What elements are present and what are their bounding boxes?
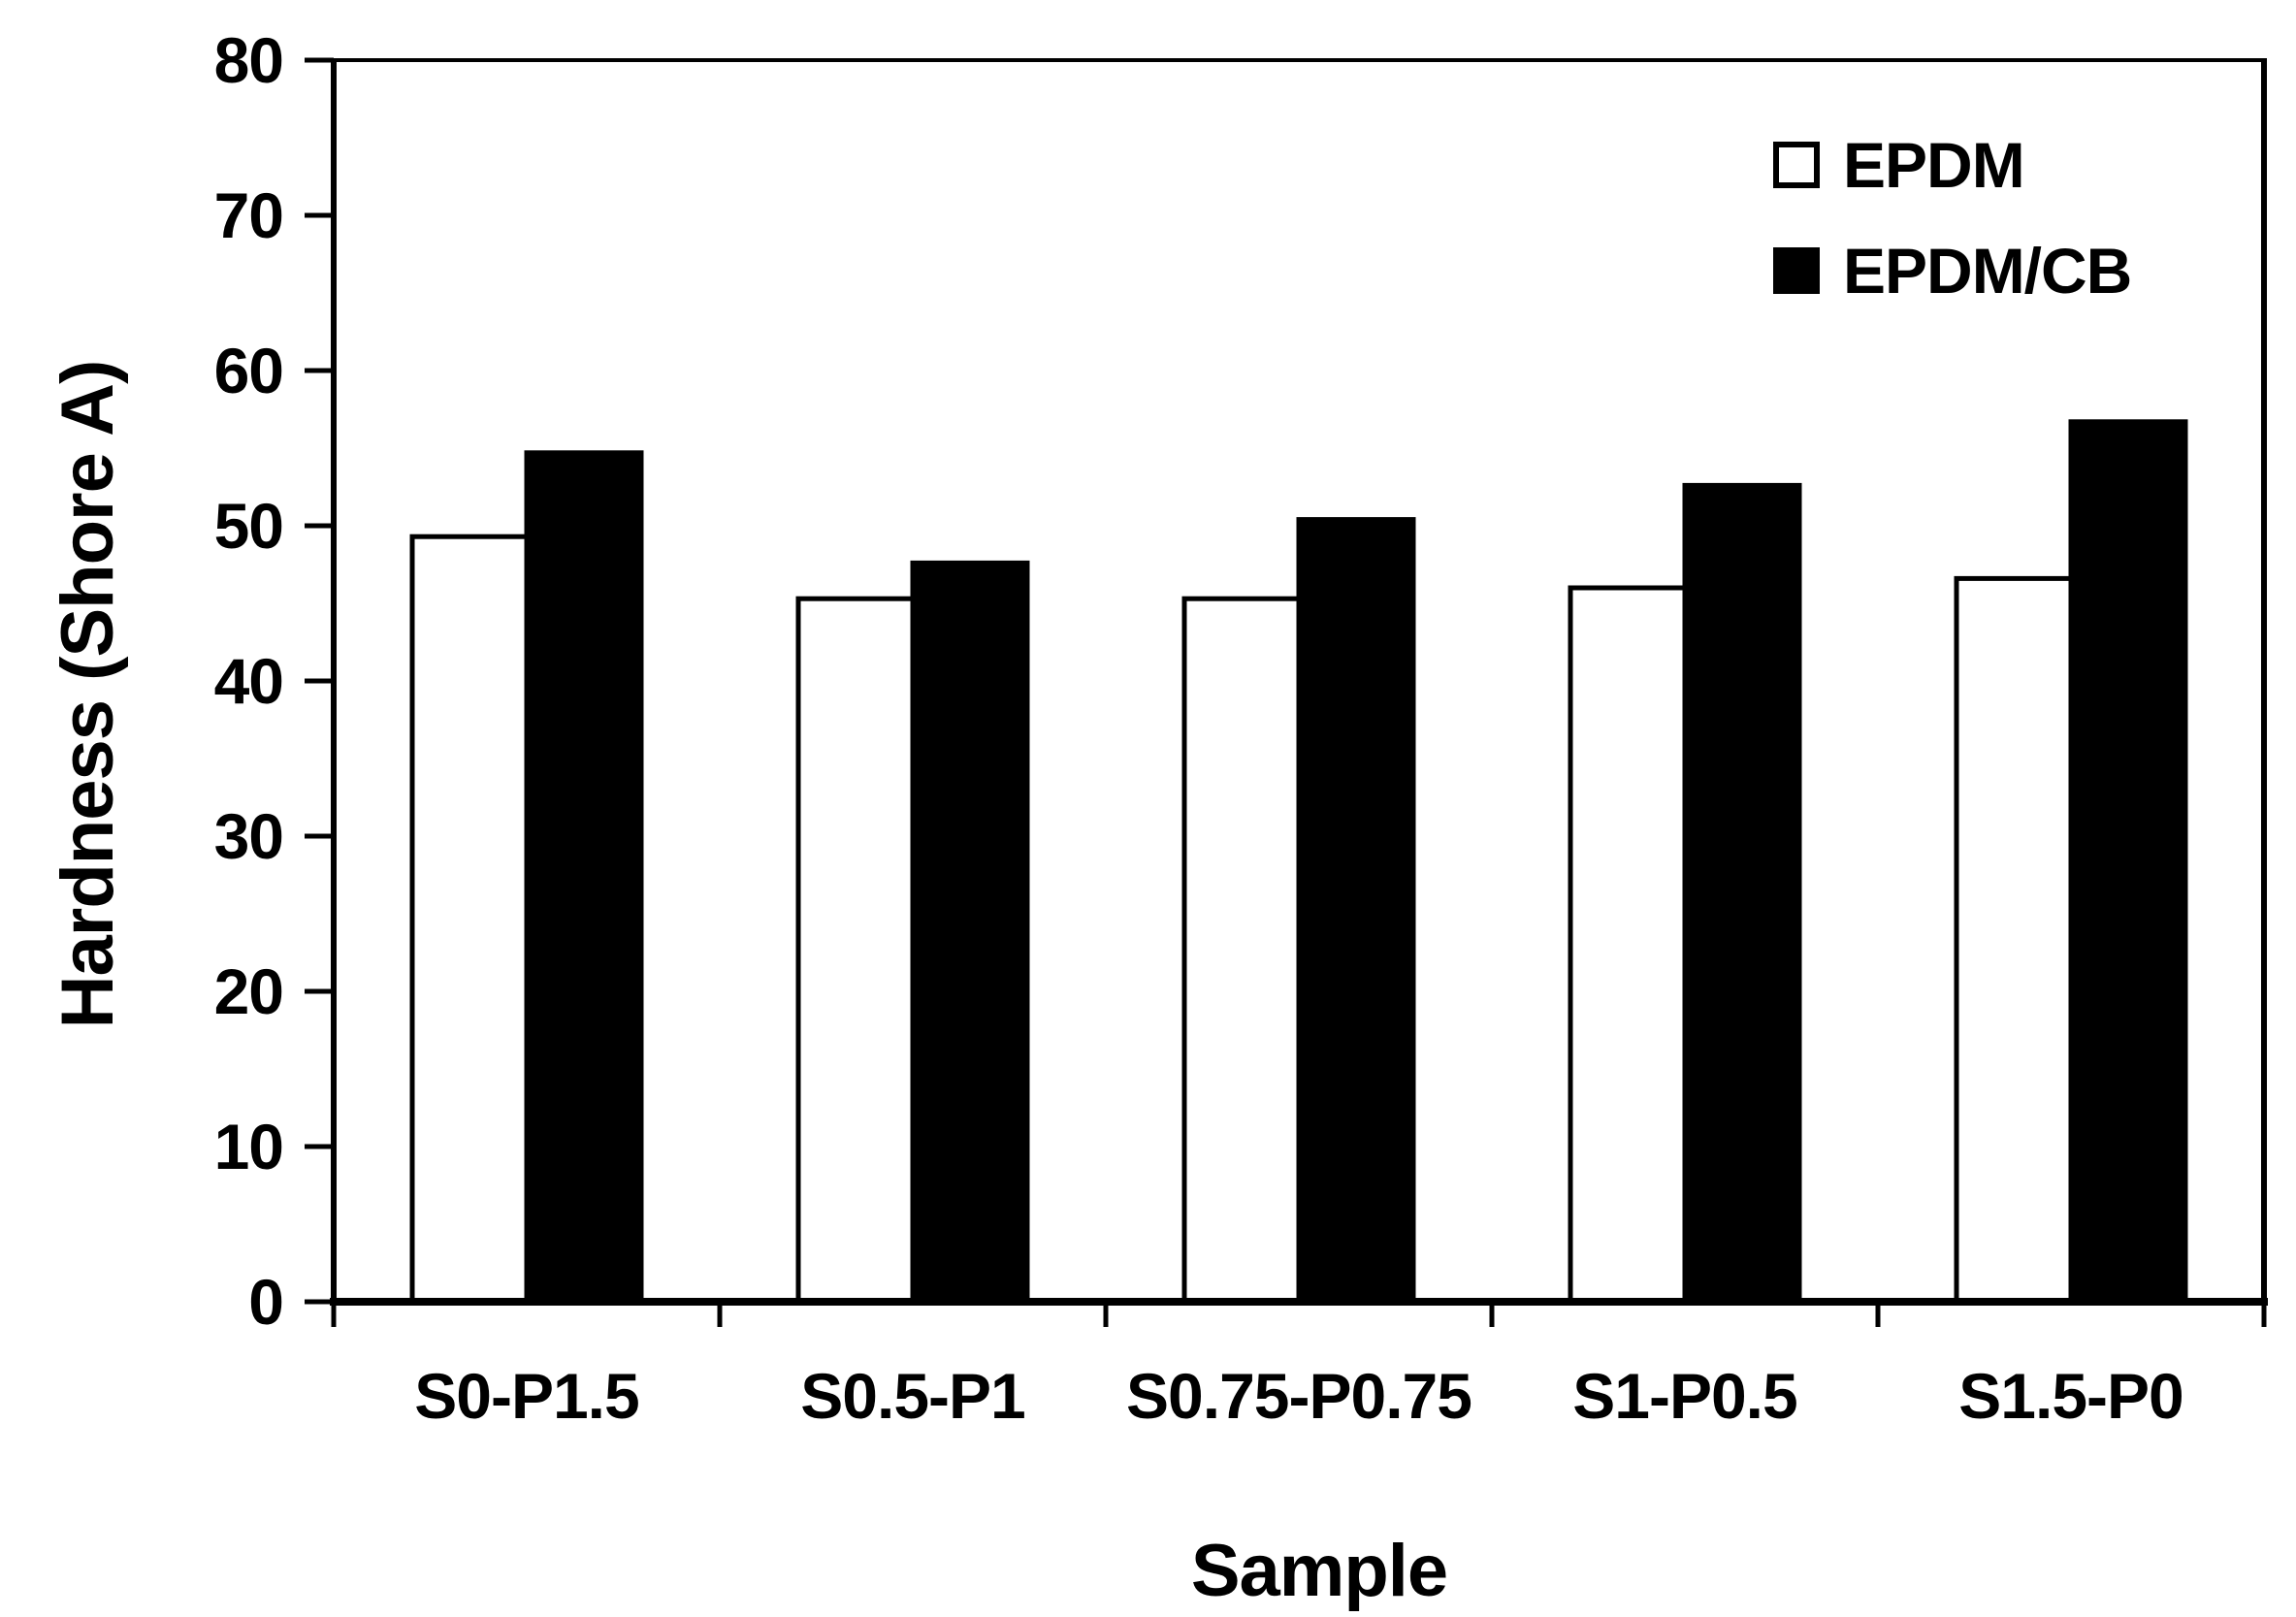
y-axis-title: Hardness (Shore A)	[47, 361, 129, 1029]
x-category-label: S0.75-P0.75	[1126, 1360, 1471, 1432]
chart-generated-content: 0 10 20 30 40 50 60 70 80 S0-P1.5 S0.5-P1 S0.75-P0.…	[214, 24, 2268, 1432]
y-tick-label: 60	[214, 335, 283, 406]
y-tick-label: 70	[214, 179, 283, 251]
bar-epdm-cb-s0-75-p0-75	[1296, 517, 1416, 1305]
legend-swatch-epdm-cb	[1773, 247, 1820, 294]
y-tick-label: 50	[214, 490, 283, 562]
legend-item-epdm-cb: EPDM/CB	[1773, 235, 2132, 307]
x-category-label: S1.5-P0	[1958, 1360, 2183, 1432]
y-tick-label: 10	[214, 1111, 283, 1182]
bar-epdm-s1-p0-5	[1568, 585, 1688, 1305]
bar-epdm-cb-s0-5-p1	[910, 560, 1030, 1305]
x-category-label: S0-P1.5	[414, 1360, 638, 1432]
legend-label-epdm-cb: EPDM/CB	[1843, 235, 2132, 307]
legend-label-epdm: EPDM	[1843, 129, 2025, 201]
y-tick-label: 30	[214, 800, 283, 872]
x-category-label: S0.5-P1	[800, 1360, 1024, 1432]
bar-epdm-cb-s1-p0-5	[1682, 482, 1802, 1305]
bar-epdm-s0-p1-5	[409, 534, 530, 1305]
y-tick-label: 40	[214, 645, 283, 717]
bar-epdm-s0-75-p0-75	[1181, 596, 1302, 1305]
bar-epdm-cb-s1-5-p0	[2068, 419, 2188, 1305]
bar-epdm-cb-s0-p1-5	[524, 450, 644, 1305]
legend: EPDM EPDM/CB	[1773, 129, 2132, 353]
x-axis-title: Sample	[1191, 1530, 1447, 1612]
bar-epdm-s0-5-p1	[795, 596, 916, 1305]
bar-epdm-s1-5-p0	[1954, 575, 2074, 1305]
y-tick-label: 0	[248, 1266, 283, 1338]
legend-swatch-epdm	[1773, 142, 1820, 188]
y-tick-label: 80	[214, 24, 283, 96]
legend-item-epdm: EPDM	[1773, 129, 2131, 201]
x-category-label: S1-P0.5	[1572, 1360, 1796, 1432]
y-tick-label: 20	[214, 955, 283, 1027]
